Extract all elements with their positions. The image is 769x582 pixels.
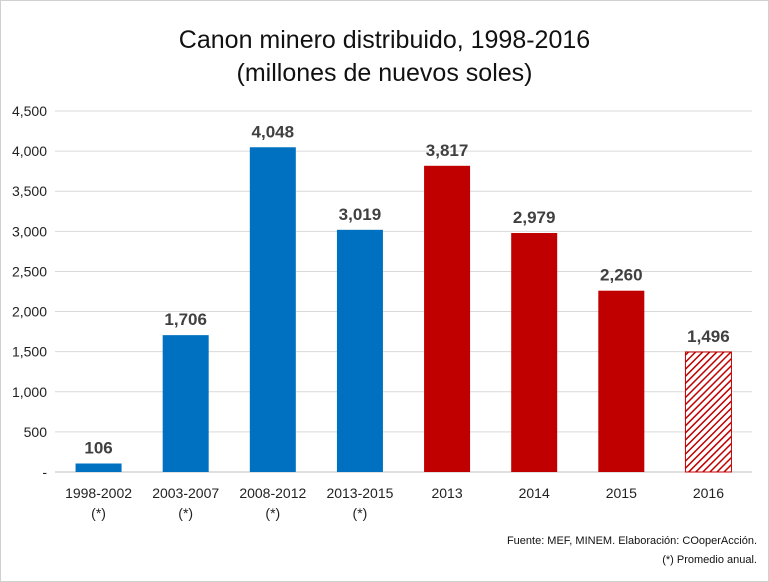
bar	[598, 290, 645, 472]
bar-value-label: 2,260	[600, 266, 643, 285]
bar-value-label: 3,817	[426, 141, 469, 160]
y-tick-label: 4,000	[12, 143, 47, 159]
y-tick-label: -	[42, 464, 47, 480]
bar-value-label: 4,048	[252, 122, 295, 141]
footnote: (*) Promedio anual.	[662, 554, 757, 566]
x-tick-label: 2015	[606, 485, 637, 501]
x-tick-label: 2003-2007	[152, 485, 219, 501]
x-tick-note: (*)	[178, 505, 193, 521]
bar	[249, 147, 296, 472]
y-axis: - 500 1,000 1,500 2,000 2,500 3,000 3,500 4,000 4…	[12, 103, 47, 480]
y-tick-label: 4,500	[12, 103, 47, 119]
y-tick-label: 1,000	[12, 384, 47, 400]
x-tick-label: 2013-2015	[326, 485, 393, 501]
x-tick-note: (*)	[91, 505, 106, 521]
source-note: Fuente: MEF, MINEM. Elaboración: COoperA…	[506, 535, 757, 547]
value-labels: 106 1,706 4,048 3,019 3,817 2,979 2,260 1,496	[84, 122, 729, 457]
bar	[336, 229, 383, 472]
x-tick-label: 2008-2012	[239, 485, 306, 501]
chart-title-line-1: Canon minero distribuido, 1998-2016	[178, 26, 591, 54]
bar-value-label: 106	[84, 438, 112, 457]
chart-title: Canon minero distribuido, 1998-2016 (mil…	[0, 24, 769, 90]
bar	[162, 335, 209, 472]
y-tick-label: 500	[24, 424, 48, 440]
x-tick-label: 2014	[519, 485, 550, 501]
bar-value-label: 1,706	[164, 310, 207, 329]
gridlines	[55, 110, 752, 473]
bar	[75, 463, 122, 472]
chart-title-line-2: (millones de nuevos soles)	[236, 59, 533, 87]
bars	[75, 147, 732, 473]
y-tick-label: 2,500	[12, 263, 47, 279]
x-tick-label: 2013	[431, 485, 462, 501]
bar-value-label: 3,019	[339, 205, 382, 224]
bar	[684, 351, 732, 473]
bar-value-label: 2,979	[513, 208, 556, 227]
x-axis: 1998-2002 (*) 2003-2007 (*) 2008-2012 (*) 2013…	[65, 485, 724, 521]
y-tick-label: 3,000	[12, 223, 47, 239]
x-tick-note: (*)	[265, 505, 280, 521]
y-tick-label: 1,500	[12, 344, 47, 360]
bar	[511, 233, 558, 472]
x-tick-note: (*)	[353, 505, 368, 521]
y-tick-label: 2,000	[12, 304, 47, 320]
bar	[424, 165, 471, 472]
bar-value-label: 1,496	[687, 327, 730, 346]
x-tick-label: 2016	[693, 485, 724, 501]
x-tick-label: 1998-2002	[65, 485, 132, 501]
y-tick-label: 3,500	[12, 183, 47, 199]
